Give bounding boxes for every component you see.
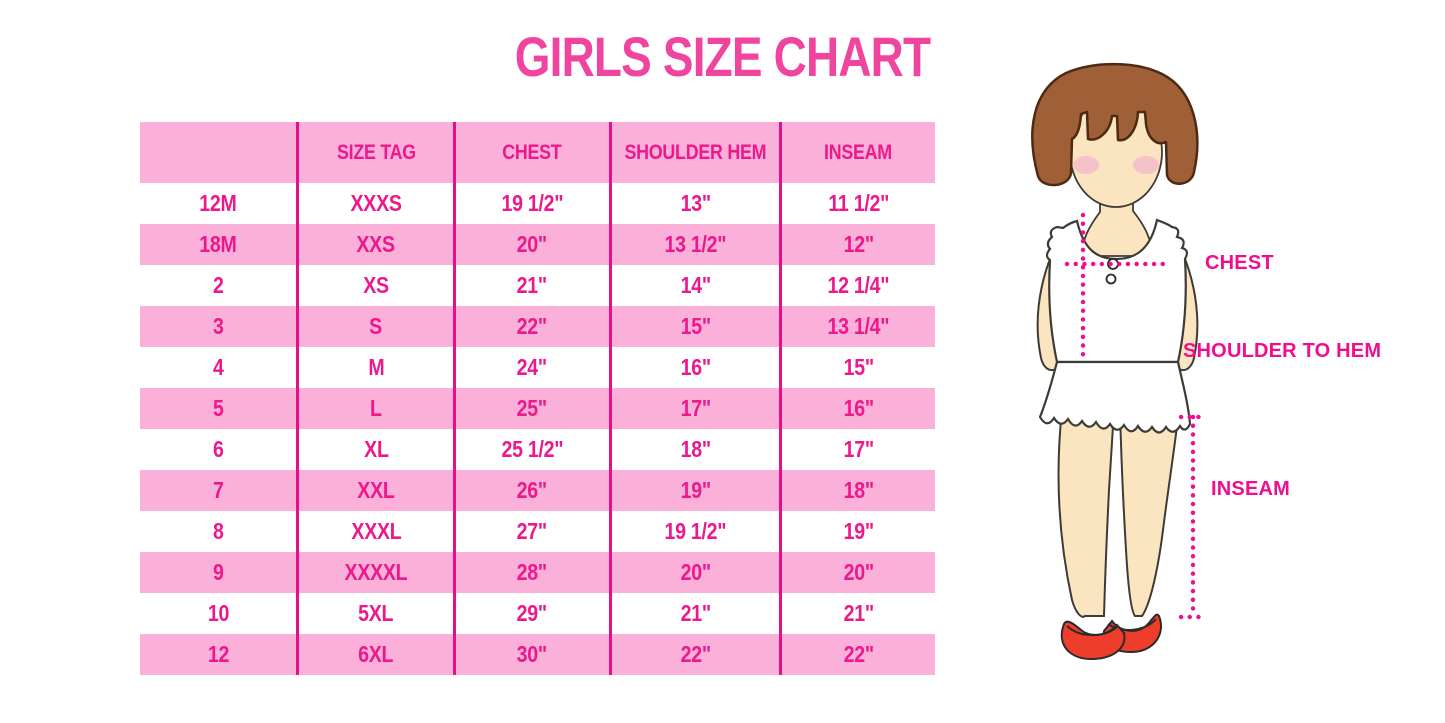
table-cell: 6XL	[296, 634, 453, 675]
table-cell: 5XL	[296, 593, 453, 634]
table-cell: XXS	[296, 224, 453, 265]
table-cell: S	[296, 306, 453, 347]
left-shoe	[1060, 620, 1126, 661]
right-blush	[1133, 156, 1159, 174]
right-shoe-strap	[1107, 618, 1157, 631]
table-cell: 19 1/2"	[608, 511, 779, 552]
table-cell: 14"	[608, 265, 779, 306]
column-header: INSEAM	[778, 122, 935, 183]
girl-measurement-illustration	[1031, 62, 1208, 661]
table-cell: 11 1/2"	[778, 183, 935, 224]
column-header: SHOULDER HEM	[608, 122, 779, 183]
skirt	[1038, 360, 1192, 434]
table-cell: 20"	[608, 552, 779, 593]
table-cell: M	[296, 347, 453, 388]
table-cell: 22"	[608, 634, 779, 675]
column-header	[140, 122, 297, 183]
table-cell: 21"	[452, 265, 609, 306]
table-cell: 21"	[778, 593, 935, 634]
table-cell: 15"	[608, 306, 779, 347]
row-size-label: 3	[140, 306, 297, 347]
table-cell: XXXXL	[296, 552, 453, 593]
table-cell: 19"	[778, 511, 935, 552]
table-cell: 12 1/4"	[778, 265, 935, 306]
table-cell: XXXS	[296, 183, 453, 224]
table-cell: 16"	[778, 388, 935, 429]
table-cell: 17"	[608, 388, 779, 429]
table-cell: 21"	[608, 593, 779, 634]
shoulder-to-hem-measure-label: SHOULDER TO HEM	[1183, 340, 1382, 362]
row-size-label: 7	[140, 470, 297, 511]
table-cell: 20"	[778, 552, 935, 593]
table-cell: 22"	[778, 634, 935, 675]
page-title: GIRLS SIZE CHART	[514, 25, 931, 88]
table-cell: 13 1/2"	[608, 224, 779, 265]
table-cell: 12"	[778, 224, 935, 265]
table-cell: 15"	[778, 347, 935, 388]
inseam-measure-label: INSEAM	[1211, 478, 1290, 500]
table-cell: 17"	[778, 429, 935, 470]
column-header: SIZE TAG	[296, 122, 453, 183]
row-size-label: 5	[140, 388, 297, 429]
right-leg	[1118, 409, 1181, 617]
row-size-label: 8	[140, 511, 297, 552]
row-size-label: 18M	[140, 224, 297, 265]
table-cell: 16"	[608, 347, 779, 388]
chest-measure-label: CHEST	[1205, 252, 1274, 274]
left-shoe-strap	[1066, 625, 1118, 637]
table-cell: XXL	[296, 470, 453, 511]
table-cell: XXXL	[296, 511, 453, 552]
row-size-label: 12M	[140, 183, 297, 224]
table-cell: 24"	[452, 347, 609, 388]
row-size-label: 9	[140, 552, 297, 593]
table-cell: 29"	[452, 593, 609, 634]
table-cell: 13"	[608, 183, 779, 224]
table-cell: 20"	[452, 224, 609, 265]
row-size-label: 10	[140, 593, 297, 634]
row-size-label: 12	[140, 634, 297, 675]
table-cell: 19"	[608, 470, 779, 511]
row-size-label: 2	[140, 265, 297, 306]
hair	[1031, 62, 1199, 187]
row-size-label: 6	[140, 429, 297, 470]
table-cell: 25 1/2"	[452, 429, 609, 470]
table-cell: 13 1/4"	[778, 306, 935, 347]
table-cell: 28"	[452, 552, 609, 593]
table-cell: 25"	[452, 388, 609, 429]
table-cell: XL	[296, 429, 453, 470]
left-leg	[1057, 409, 1116, 618]
left-blush	[1073, 156, 1099, 174]
size-chart-table: SIZE TAG CHEST SHOULDER HEM INSEAM 12M XXXS 19…	[140, 122, 935, 675]
table-cell: 30"	[452, 634, 609, 675]
table-cell: 18"	[608, 429, 779, 470]
row-size-label: 4	[140, 347, 297, 388]
table-cell: 27"	[452, 511, 609, 552]
table-cell: 18"	[778, 470, 935, 511]
table-cell: 22"	[452, 306, 609, 347]
table-cell: XS	[296, 265, 453, 306]
top-button-2	[1105, 273, 1117, 285]
table-cell: L	[296, 388, 453, 429]
table-cell: 26"	[452, 470, 609, 511]
table-cell: 19 1/2"	[452, 183, 609, 224]
column-header: CHEST	[452, 122, 609, 183]
